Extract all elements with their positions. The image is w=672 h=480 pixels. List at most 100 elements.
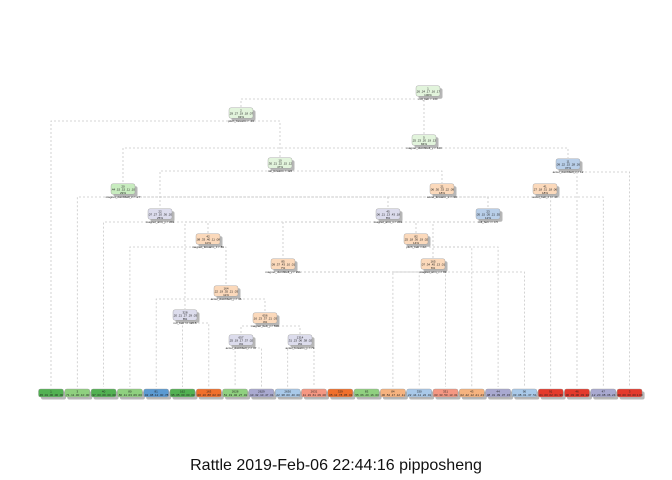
split-condition: accel_dumbbell_y < 46	[211, 297, 242, 301]
node-text: .16 .23 .37 .21 .03	[253, 317, 278, 321]
node-box	[475, 208, 501, 220]
tree-edge	[103, 219, 161, 387]
node-box	[403, 233, 429, 245]
node-text: 81	[155, 390, 159, 394]
tree-node: 328.20 .21 .27 .29 .038%roll_belt >= 126…	[172, 309, 200, 325]
tree-edge	[544, 194, 552, 387]
tree-leaf: 83.55 .06 .20 .16 .03	[353, 388, 382, 400]
node-text: 11	[566, 159, 569, 163]
tree-leaf: 43.02 .42 .12 .21 .23	[459, 388, 487, 400]
node-box	[327, 388, 353, 398]
tree-edge	[240, 345, 262, 387]
node-text: 47%	[277, 165, 283, 169]
node-text: .12 .20 .08 .36 .24	[591, 393, 616, 397]
node-text: .06 .21 .13 .43 .18	[376, 213, 401, 217]
node-text: 7%	[281, 266, 286, 270]
tree-edge	[423, 145, 569, 158]
tree-node: 657.25 .19 .17 .37 .024%accel_dumbbell_z…	[226, 334, 257, 350]
node-text: 43	[470, 390, 474, 394]
node-text: 23	[486, 209, 490, 213]
node-box	[380, 388, 406, 398]
node-box	[248, 388, 275, 398]
split-condition: accel_forearm_x < -90	[427, 195, 457, 199]
tree-edge	[287, 345, 301, 387]
node-box	[538, 388, 564, 398]
node-text: .05 .15 .05 .21 .55	[476, 213, 501, 217]
node-box	[301, 388, 327, 398]
node-text: 2631	[311, 390, 318, 394]
tree-node: 45.06 .21 .13 .43 .188%magnet_arm_x < 29…	[374, 208, 403, 224]
node-text: 25%	[157, 216, 163, 220]
node-text: 656	[262, 313, 267, 317]
node-box	[406, 388, 432, 398]
tree-leaf: 3.71 .11 .00 .10 .00	[64, 388, 93, 400]
node-box	[169, 388, 196, 398]
node-box	[616, 388, 643, 398]
node-box	[228, 334, 254, 346]
node-text: 29%	[120, 191, 126, 195]
tree-edge	[50, 118, 242, 387]
node-text: .95 .05 .00 .00 .00	[170, 393, 195, 397]
node-box	[195, 233, 221, 245]
node-text: 90	[523, 390, 527, 394]
node-text: .22 .19 .35 .21 .03	[214, 290, 239, 294]
node-box	[110, 183, 136, 195]
node-text: 10%	[205, 241, 211, 245]
tree-edge	[240, 118, 281, 157]
node-text: .07 .34 .45 .13 .01	[421, 263, 446, 267]
node-box	[267, 157, 293, 169]
footer-caption: Rattle 2019-Feb-06 22:44:16 pipposheng	[190, 457, 482, 474]
node-text: 8%	[386, 216, 391, 220]
tree-edge	[418, 269, 434, 387]
tree-edge	[282, 269, 525, 387]
tree-edge	[122, 194, 389, 208]
tree-node: 85.09 .37 .43 .10 .017%magnet_dumbbell_y…	[265, 258, 301, 274]
tree-leaf: 80.80 .11 .03 .06 .00	[117, 388, 145, 400]
split-condition: roll_belt >= 126.5	[173, 321, 197, 325]
node-text: 80	[128, 390, 132, 394]
node-box	[429, 183, 455, 195]
split-condition: magnet_dumbbell_y < 440	[406, 146, 442, 150]
node-text: 5	[423, 135, 425, 139]
node-text: 2	[240, 108, 242, 112]
node-text: 46	[575, 390, 579, 394]
node-text: .80 .11 .03 .06 .00	[118, 393, 142, 397]
split-condition: accel_forearm_y < 73	[286, 346, 315, 350]
split-condition: magnet_arm_x < 291	[374, 220, 403, 224]
node-text: 162	[180, 390, 185, 394]
tree-leaf: 81.02 .08 .12 .00 .78	[143, 388, 172, 400]
node-box	[275, 388, 301, 398]
tree-edge	[423, 96, 429, 134]
node-text: 11%	[223, 293, 229, 297]
node-text: 47	[602, 390, 606, 394]
node-text: .07 .27 .10 .36 .20	[148, 213, 173, 217]
node-box	[117, 388, 143, 398]
node-text: .01 .00 .02 .01 .96	[539, 393, 564, 397]
node-text: 10	[278, 158, 282, 162]
node-text: 41	[543, 184, 547, 188]
tree-edge	[299, 345, 315, 387]
node-box	[415, 85, 441, 97]
node-text: .31 .23 .06 .38 .02	[288, 339, 313, 343]
tree-edge	[282, 269, 446, 387]
node-box	[64, 388, 91, 398]
node-text: .44 .15 .15 .11 .10	[111, 188, 135, 192]
node-box	[459, 388, 485, 398]
tree-node: 42.08 .33 .40 .11 .0810%magnet_forearm_z…	[192, 233, 224, 249]
node-box	[38, 388, 64, 398]
node-text: .30 .21 .22 .15 .12	[268, 162, 293, 166]
tree-edge	[159, 168, 281, 208]
tree-edge	[279, 168, 443, 183]
node-text: 83	[365, 390, 369, 394]
node-text: 165	[430, 259, 435, 263]
node-text: .20 .21 .27 .29 .03	[173, 314, 198, 318]
tree-leaf: 2630.22 .38 .00 .40 .00	[275, 388, 303, 400]
node-text: .10 .32 .10 .47 .01	[249, 393, 274, 397]
tree-leaf: 330.22 .44 .11 .22 .01	[406, 388, 435, 400]
tree-node: 164.22 .19 .35 .21 .0311%accel_dumbbell_…	[211, 285, 242, 301]
tree-leaf: 46.00 .03 .00 .03 .94	[564, 388, 592, 400]
node-text: .22 .38 .00 .40 .00	[276, 393, 301, 397]
node-text: 18%	[542, 191, 548, 195]
node-text: 84	[391, 390, 395, 394]
